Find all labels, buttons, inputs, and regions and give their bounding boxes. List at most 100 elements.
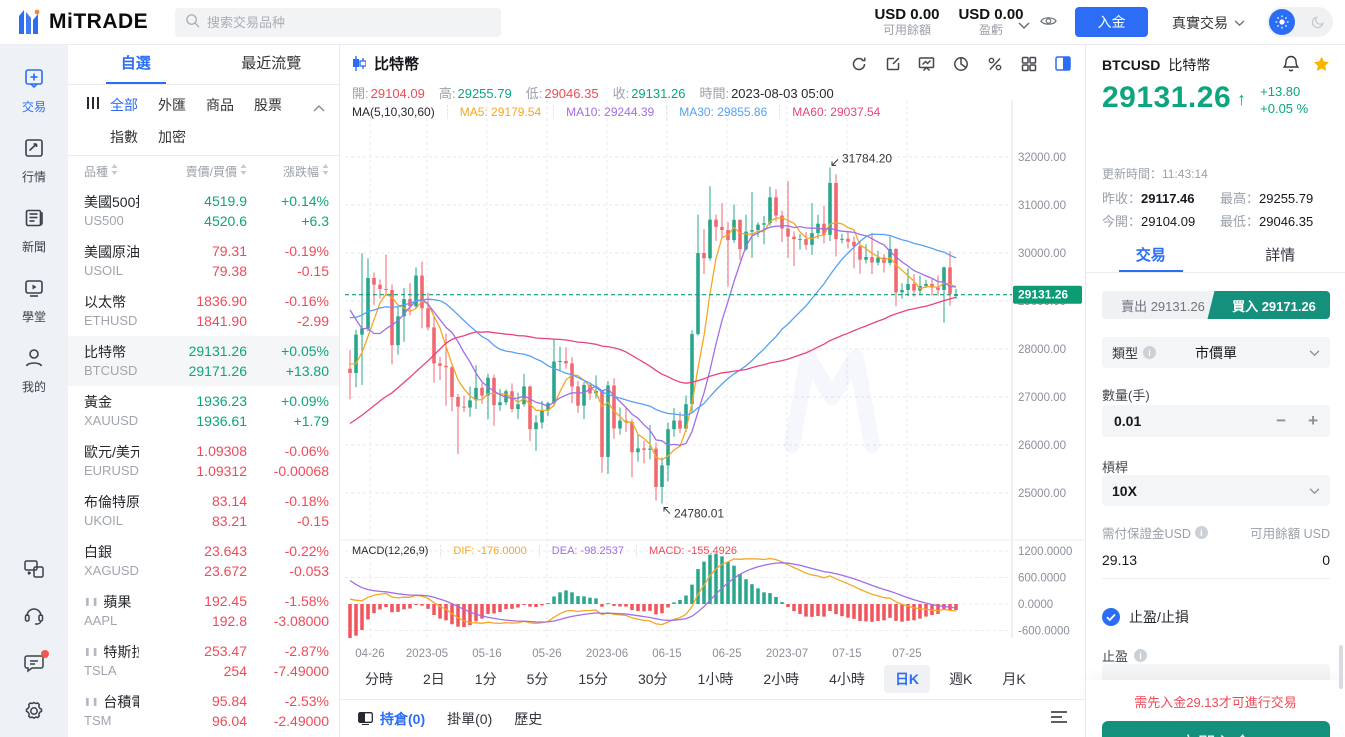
light-theme-icon[interactable] <box>1269 9 1295 35</box>
sidebar-item-trade[interactable]: 交易 <box>0 67 68 115</box>
time-value: 2023-08-03 05:00 <box>731 86 834 101</box>
filter-外匯[interactable]: 外匯 <box>158 97 186 113</box>
timeframe-15分[interactable]: 15分 <box>578 671 608 687</box>
timeframe-1小時[interactable]: 1小時 <box>697 671 734 687</box>
instrument-name: 美國原油 <box>84 244 139 260</box>
sort-icon[interactable] <box>322 164 329 178</box>
filter-全部[interactable]: 全部 <box>110 97 138 113</box>
tab-positions[interactable]: 持倉(0) <box>358 709 425 729</box>
collapse-chevron-up-icon[interactable] <box>313 99 325 117</box>
mitrade-logo[interactable]: MiTRADE <box>16 8 148 36</box>
order-type-select[interactable]: 類型 i 市價單 <box>1102 337 1330 368</box>
draw-icon[interactable] <box>884 55 901 72</box>
filter-加密[interactable]: 加密 <box>158 129 186 145</box>
category-bars-icon[interactable] <box>86 96 100 147</box>
dark-theme-icon[interactable] <box>1305 9 1331 35</box>
quantity-stepper[interactable]: 0.01 − + <box>1102 405 1330 437</box>
sidebar-item-news[interactable]: 新聞 <box>0 207 68 255</box>
sell-price: 1936.23 <box>196 393 247 409</box>
eye-icon[interactable] <box>1040 14 1057 33</box>
timeframe-1分[interactable]: 1分 <box>474 671 497 687</box>
watchlist-row-USOIL[interactable]: 美國原油 USOIL 79.31 79.38 -0.19% -0.15 <box>68 236 339 286</box>
account-mode-select[interactable]: 真實交易 <box>1172 13 1245 33</box>
timeframe-4小時[interactable]: 4小時 <box>829 671 865 687</box>
watchlist-row-XAGUSD[interactable]: 白銀 XAGUSD 23.643 23.672 -0.22% -0.053 <box>68 536 339 586</box>
timeframe-2日[interactable]: 2日 <box>423 671 445 687</box>
buy-price: 1.09312 <box>196 463 247 479</box>
watchlist-row-TSM[interactable]: ❚❚ 台積電 TSM 95.84 96.04 -2.53% -2.49000 <box>68 686 339 736</box>
price-chart[interactable]: 04-26 2023-05 05-16 05-26 2023-06 06-15 06-25 2… <box>340 45 1085 737</box>
col-change[interactable]: 漲跌幅 <box>282 164 319 179</box>
instrument-name: ❚❚ 蘋果 <box>84 594 132 610</box>
sidebar-item-academy[interactable]: 學堂 <box>0 277 68 325</box>
buy-button[interactable]: 買入 29171.26 <box>1218 291 1330 319</box>
tab-orders[interactable]: 掛單(0) <box>447 710 493 727</box>
tab-details[interactable]: 詳情 <box>1265 247 1296 264</box>
refresh-icon[interactable] <box>850 55 867 72</box>
favorite-star-icon[interactable] <box>1313 56 1330 75</box>
timeframe-日K[interactable]: 日K <box>883 665 931 693</box>
change-percent: +0.09% <box>281 393 329 409</box>
high-annotation: 31784.20 <box>842 151 892 165</box>
deposit-button[interactable]: 入金 <box>1075 7 1148 37</box>
high-value: 29255.79 <box>457 86 512 101</box>
watchlist-row-ETHUSD[interactable]: 以太幣 ETHUSD 1836.90 1841.90 -0.16% -2.99 <box>68 286 339 336</box>
timeframe-分時[interactable]: 分時 <box>365 671 393 687</box>
sort-icon[interactable] <box>111 164 118 178</box>
tpsl-checkbox[interactable]: 止盈/止損 <box>1102 607 1189 627</box>
price-tick-label: 28000.00 <box>1018 344 1066 356</box>
timeframe-月K[interactable]: 月K <box>1002 671 1026 687</box>
indicator-icon[interactable] <box>952 55 969 72</box>
support-icon[interactable] <box>23 606 45 631</box>
quantity-plus-button[interactable]: + <box>1308 411 1318 430</box>
theme-toggle[interactable] <box>1267 7 1333 37</box>
watchlist-row-TSLA[interactable]: ❚❚ 特斯拉 TSLA 253.47 254 -2.87% -7.49000 <box>68 636 339 686</box>
filter-股票[interactable]: 股票 <box>254 97 282 113</box>
sidebar-item-profile[interactable]: 我的 <box>0 347 68 395</box>
panel-icon[interactable] <box>1054 55 1071 72</box>
timeframe-30分[interactable]: 30分 <box>637 671 668 687</box>
alert-bell-icon[interactable] <box>1282 55 1300 75</box>
filter-指數[interactable]: 指數 <box>110 129 138 145</box>
search-box[interactable] <box>175 8 501 37</box>
profile-icon <box>23 347 45 374</box>
col-sell-buy[interactable]: 賣價/買價 <box>185 164 237 179</box>
col-symbol[interactable]: 品種 <box>84 164 109 179</box>
deposit-now-button[interactable]: 立即入金 <box>1101 721 1330 737</box>
search-input[interactable] <box>207 15 467 30</box>
sidebar-item-markets[interactable]: 行情 <box>0 137 68 185</box>
filter-商品[interactable]: 商品 <box>206 97 234 113</box>
quantity-minus-button[interactable]: − <box>1276 411 1287 430</box>
watchlist-row-AAPL[interactable]: ❚❚ 蘋果 AAPL 192.45 192.8 -1.58% -3.08000 <box>68 586 339 636</box>
watchlist-row-BTCUSD[interactable]: 比特幣 BTCUSD 29131.26 29171.26 +0.05% +13.80 <box>68 336 339 386</box>
tab-trade[interactable]: 交易 <box>1086 241 1216 272</box>
timeframe-2小時[interactable]: 2小時 <box>763 671 800 687</box>
price-tick-label: 31000.00 <box>1018 200 1066 212</box>
settings-icon[interactable] <box>23 700 45 727</box>
watchlist-row-XAUUSD[interactable]: 黃金 XAUUSD 1936.23 1936.61 +0.09% +1.79 <box>68 386 339 436</box>
watchlist-row-US500[interactable]: 美國500指數 US500 4519.9 4520.6 +0.14% +6.3 <box>68 186 339 236</box>
change-percent: +0.14% <box>281 193 329 209</box>
scrollbar-thumb[interactable] <box>1339 645 1343 689</box>
sell-buy-prices: 253.47 254 <box>139 641 247 681</box>
board-icon[interactable] <box>918 55 935 72</box>
timeframe-週K[interactable]: 週K <box>949 671 973 687</box>
feedback-icon[interactable] <box>23 650 49 678</box>
tab-recently-viewed[interactable]: 最近流覽 <box>241 55 302 72</box>
filter-list-icon[interactable] <box>1051 710 1067 728</box>
tab-favorites[interactable]: 自選 <box>68 45 204 84</box>
sort-icon[interactable] <box>240 164 247 178</box>
macd-tick-label: 1200.0000 <box>1018 546 1072 558</box>
multi-device-icon[interactable] <box>23 559 45 584</box>
tab-history[interactable]: 歷史 <box>514 710 543 727</box>
watchlist-row-EURUSD[interactable]: 歐元/美元 EURUSD 1.09308 1.09312 -0.06% -0.00068 <box>68 436 339 486</box>
timeframe-5分[interactable]: 5分 <box>526 671 549 687</box>
watchlist-row-UKOIL[interactable]: 布倫特原油 UKOIL 83.14 83.21 -0.18% -0.15 <box>68 486 339 536</box>
layout-icon[interactable] <box>1020 55 1037 72</box>
leverage-select[interactable]: 10X <box>1102 475 1330 506</box>
balance-chevron-down-icon[interactable] <box>1018 17 1030 35</box>
sell-button[interactable]: 賣出 29131.26 <box>1102 291 1224 319</box>
day-open-value: 29104.09 <box>1141 214 1196 229</box>
percent-icon[interactable] <box>986 55 1003 72</box>
